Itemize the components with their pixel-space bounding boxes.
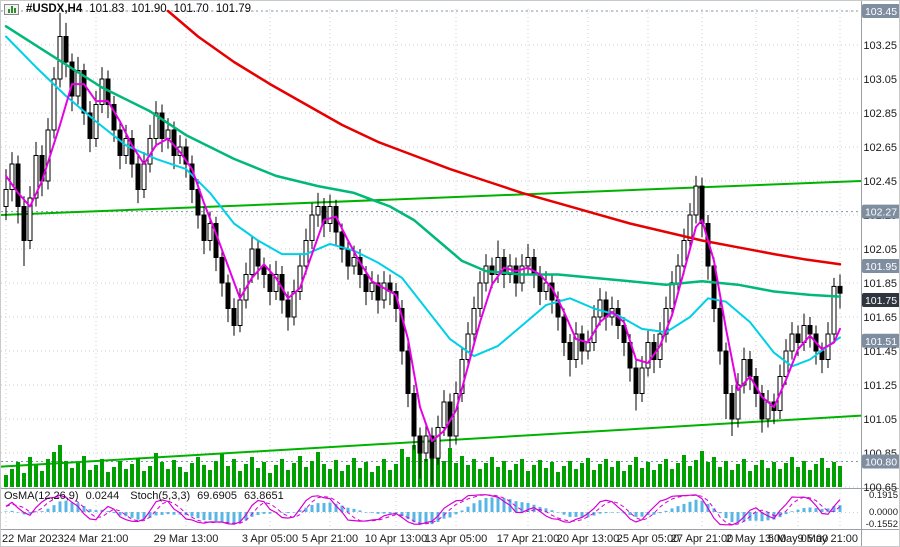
- ma-green: [4, 25, 842, 298]
- svg-text:5 May 05:00: 5 May 05:00: [768, 533, 829, 545]
- upper-trendline: [1, 180, 862, 216]
- svg-text:100.80: 100.80: [865, 457, 897, 469]
- symbol-period-label: #USDX,H4: [26, 3, 83, 15]
- price-badge: 102.27: [862, 204, 899, 219]
- price-badges: 103.45 102.27 101.95 101.75 101.51 100.80: [862, 4, 899, 469]
- ma-cyan: [5, 35, 841, 368]
- volume-bars: [4, 442, 842, 487]
- ma-red: [166, 9, 842, 266]
- svg-text:103.25: 103.25: [863, 40, 897, 52]
- svg-text:5 Apr 21:00: 5 Apr 21:00: [302, 533, 358, 545]
- price-badge: 101.95: [862, 259, 899, 273]
- osma-value: 0.0244: [85, 490, 120, 502]
- svg-text:103.05: 103.05: [863, 74, 897, 86]
- time-axis: 22 Mar 2023 24 Mar 21:00 29 Mar 13:00 3 Apr…: [2, 533, 858, 545]
- indicator-axis: 0.1915 0.0000-0.1552: [866, 490, 898, 530]
- svg-text:102.27: 102.27: [865, 207, 897, 219]
- svg-text:17 Apr 21:00: 17 Apr 21:00: [497, 533, 559, 545]
- svg-text:101.05: 101.05: [863, 414, 897, 426]
- indicator-title-bar: OsMA(12,26,9) 0.0244 Stoch(5,3,3) 69.690…: [4, 490, 284, 502]
- price-badge: 100.80: [862, 454, 899, 469]
- svg-text:25 Apr 05:00: 25 Apr 05:00: [617, 533, 679, 545]
- ma-magenta: [5, 83, 841, 443]
- chart-menu-icon[interactable]: [4, 3, 19, 15]
- svg-text:103.45: 103.45: [865, 6, 897, 18]
- svg-text:27 Apr 21:00: 27 Apr 21:00: [671, 533, 733, 545]
- svg-text:101.51: 101.51: [865, 336, 897, 348]
- osma-label: OsMA(12,26,9): [4, 490, 79, 502]
- price-badge: 101.51: [862, 333, 899, 348]
- ohlc-low: 101.70: [173, 3, 209, 15]
- svg-text:101.75: 101.75: [865, 295, 897, 307]
- svg-text:101.25: 101.25: [863, 380, 897, 392]
- svg-text:20 Apr 13:00: 20 Apr 13:00: [557, 533, 619, 545]
- price-axis: 103.45 103.25 103.05 102.85 102.65 102.45 102.…: [863, 6, 897, 494]
- svg-text:2 May 13:00: 2 May 13:00: [726, 533, 787, 545]
- chart-title-bar: #USDX,H4 101.83 101.90 101.70 101.79: [4, 3, 251, 15]
- stoch-k-line: [5, 494, 841, 526]
- svg-text:100.65: 100.65: [863, 482, 897, 494]
- svg-text:22 Mar 2023: 22 Mar 2023: [2, 533, 64, 545]
- svg-text:24 Mar 21:00: 24 Mar 21:00: [64, 533, 129, 545]
- svg-text:-0.1552: -0.1552: [866, 519, 898, 530]
- svg-text:29 Mar 13:00: 29 Mar 13:00: [154, 533, 219, 545]
- svg-text:102.65: 102.65: [863, 142, 897, 154]
- svg-text:0.1915: 0.1915: [869, 490, 898, 501]
- svg-text:102.45: 102.45: [863, 176, 897, 188]
- svg-text:0.0000: 0.0000: [869, 507, 898, 518]
- stoch-d-value: 63.8651: [243, 490, 284, 502]
- svg-text:9 May 21:00: 9 May 21:00: [797, 533, 858, 545]
- svg-text:101.85: 101.85: [863, 278, 897, 290]
- svg-text:102.85: 102.85: [863, 108, 897, 120]
- svg-text:13 Apr 05:00: 13 Apr 05:00: [425, 533, 487, 545]
- svg-text:3 Apr 05:00: 3 Apr 05:00: [242, 533, 298, 545]
- svg-text:101.65: 101.65: [863, 312, 897, 324]
- svg-text:101.95: 101.95: [865, 261, 897, 273]
- stoch-d-line: [5, 494, 841, 526]
- svg-text:102.05: 102.05: [863, 244, 897, 256]
- price-badge: 101.75: [862, 293, 899, 307]
- svg-text:101.45: 101.45: [863, 346, 897, 358]
- svg-text:10 Apr 13:00: 10 Apr 13:00: [365, 533, 427, 545]
- ohlc-open: 101.83: [89, 3, 125, 15]
- ohlc-close: 101.79: [215, 3, 251, 15]
- stoch-k-value: 69.6905: [197, 490, 237, 502]
- indicator-panel[interactable]: [1, 494, 861, 526]
- price-badge: 103.45: [862, 4, 899, 18]
- ohlc-high: 101.90: [131, 3, 167, 15]
- stoch-label: Stoch(5,3,3): [130, 490, 191, 502]
- moving-averages: [4, 9, 842, 443]
